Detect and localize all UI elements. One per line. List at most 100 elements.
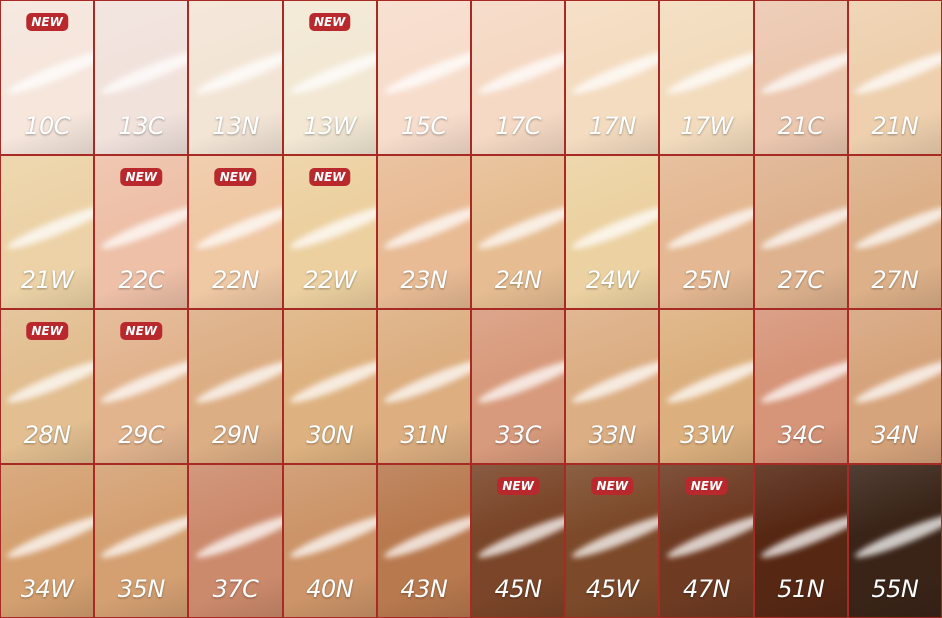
shade-label: 30N	[306, 420, 354, 449]
highlight-streak	[381, 199, 470, 254]
shade-swatch-24n[interactable]: 24N	[471, 155, 565, 308]
highlight-streak	[192, 44, 282, 100]
shade-swatch-21w[interactable]: 21W	[1, 155, 94, 308]
highlight-streak	[663, 508, 753, 563]
highlight-streak	[4, 44, 94, 100]
highlight-streak	[381, 508, 470, 563]
shade-swatch-22w[interactable]: NEW 22W	[283, 155, 376, 308]
shade-swatch-33w[interactable]: 33W	[660, 310, 753, 463]
highlight-streak	[569, 199, 659, 254]
shade-label: 13W	[303, 111, 357, 140]
shade-swatch-29c[interactable]: NEW 29C	[95, 310, 188, 463]
shade-swatch-27n[interactable]: 27N	[848, 155, 941, 308]
shade-label: 31N	[400, 420, 448, 449]
highlight-streak	[852, 353, 941, 409]
shade-label: 13C	[118, 111, 165, 140]
shade-label: 40N	[306, 575, 354, 603]
shade-label: 29C	[118, 420, 165, 449]
shade-label: 21C	[777, 111, 824, 140]
highlight-streak	[287, 44, 376, 100]
shade-swatch-22n[interactable]: NEW 22N	[189, 155, 282, 308]
shade-swatch-40n[interactable]: 40N	[283, 464, 376, 617]
shade-swatch-21c[interactable]: 21C	[754, 1, 847, 154]
new-badge: NEW	[497, 476, 539, 495]
shade-swatch-33n[interactable]: 33N	[566, 310, 659, 463]
shade-label: 17N	[588, 111, 637, 140]
shade-label: 22W	[303, 266, 357, 294]
shade-swatch-17c[interactable]: 17C	[471, 1, 565, 154]
shade-label: 24W	[585, 266, 639, 294]
shade-swatch-17w[interactable]: 17W	[660, 1, 753, 154]
shade-swatch-23n[interactable]: 23N	[377, 155, 470, 308]
shade-swatch-47n[interactable]: NEW 47N	[660, 464, 753, 617]
new-badge: NEW	[26, 13, 68, 31]
shade-swatch-28n[interactable]: NEW 28N	[1, 310, 94, 463]
shade-swatch-34c[interactable]: 34C	[754, 310, 847, 463]
shade-swatch-37c[interactable]: 37C	[189, 464, 282, 617]
shade-swatch-45n[interactable]: NEW 45N	[471, 464, 565, 617]
shade-swatch-15c[interactable]: 15C	[377, 1, 470, 154]
shade-swatch-34n[interactable]: 34N	[848, 310, 941, 463]
new-badge: NEW	[308, 13, 351, 31]
shade-label: 27N	[871, 266, 919, 294]
new-badge: NEW	[591, 476, 634, 495]
shade-label: 33W	[680, 420, 733, 449]
shade-label: 23N	[400, 266, 448, 294]
highlight-streak	[663, 353, 753, 409]
shade-label: 37C	[212, 575, 259, 603]
shade-swatch-13w[interactable]: NEW 13W	[283, 1, 376, 154]
highlight-streak	[663, 44, 753, 100]
shade-swatch-21n[interactable]: 21N	[848, 1, 941, 154]
shade-label: 45N	[494, 575, 543, 603]
shade-swatch-35n[interactable]: 35N	[95, 464, 188, 617]
highlight-streak	[98, 44, 188, 100]
highlight-streak	[569, 44, 659, 100]
shade-swatch-22c[interactable]: NEW 22C	[95, 155, 188, 308]
highlight-streak	[758, 44, 847, 100]
shade-swatch-29n[interactable]: 29N	[189, 310, 282, 463]
highlight-streak	[381, 44, 470, 100]
shade-swatch-34w[interactable]: 34W	[1, 464, 94, 617]
shade-swatch-43n[interactable]: 43N	[377, 464, 470, 617]
shade-label: 10C	[24, 111, 70, 140]
shade-label: 33C	[495, 420, 541, 449]
new-badge: NEW	[120, 322, 163, 340]
highlight-streak	[4, 508, 94, 563]
shade-label: 47N	[682, 575, 731, 603]
shade-label: 35N	[117, 575, 166, 603]
highlight-streak	[192, 353, 282, 409]
shade-label: 13N	[211, 111, 260, 140]
highlight-streak	[663, 199, 753, 254]
highlight-streak	[4, 199, 94, 254]
highlight-streak	[192, 199, 282, 254]
shade-swatch-55n[interactable]: 55N	[848, 464, 941, 617]
shade-label: 45W	[585, 575, 639, 603]
shade-swatch-30n[interactable]: 30N	[283, 310, 376, 463]
shade-label: 22C	[118, 266, 165, 294]
shade-swatch-33c[interactable]: 33C	[471, 310, 565, 463]
shade-label: 15C	[400, 111, 447, 140]
shade-swatch-31n[interactable]: 31N	[377, 310, 470, 463]
shade-swatch-27c[interactable]: 27C	[754, 155, 847, 308]
shade-swatch-25n[interactable]: 25N	[660, 155, 753, 308]
highlight-streak	[475, 199, 565, 254]
highlight-streak	[192, 508, 282, 563]
shade-label: 33N	[588, 420, 637, 449]
shade-swatch-13c[interactable]: 13C	[95, 1, 188, 154]
shade-label: 22N	[211, 266, 260, 294]
new-badge: NEW	[26, 322, 68, 340]
shade-label: 29N	[211, 420, 260, 449]
shade-swatch-51n[interactable]: 51N	[754, 464, 847, 617]
highlight-streak	[758, 353, 847, 409]
highlight-streak	[569, 353, 659, 409]
shade-label: 17C	[495, 111, 541, 140]
shade-swatch-45w[interactable]: NEW 45W	[566, 464, 659, 617]
shade-swatch-24w[interactable]: 24W	[566, 155, 659, 308]
shade-swatch-13n[interactable]: 13N	[189, 1, 282, 154]
new-badge: NEW	[214, 167, 257, 186]
highlight-streak	[475, 508, 565, 563]
new-badge: NEW	[308, 167, 351, 186]
shade-swatch-17n[interactable]: 17N	[566, 1, 659, 154]
shade-swatch-10c[interactable]: NEW 10C	[1, 1, 94, 154]
